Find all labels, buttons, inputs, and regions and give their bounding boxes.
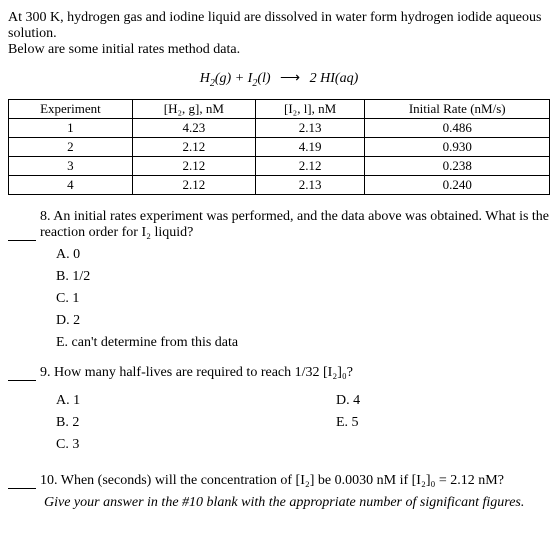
option-c: C. 3: [56, 437, 336, 453]
options-list: A. 0 B. 1/2 C. 1 D. 2 E. can't determine…: [56, 247, 550, 351]
answer-blank[interactable]: [8, 365, 36, 381]
header-rate: Initial Rate (nM/s): [365, 99, 550, 118]
table-row: 3 2.12 2.12 0.238: [9, 156, 550, 175]
table-row: 4 2.12 2.13 0.240: [9, 175, 550, 194]
header-i2: [I₂, l], nM: [255, 99, 365, 118]
question-text: 8. An initial rates experiment was perfo…: [40, 209, 550, 241]
chemical-equation: H2(g) + I2(l) ⟶ 2 HI(aq): [8, 70, 550, 89]
intro-line-1: At 300 K, hydrogen gas and iodine liquid…: [8, 10, 550, 42]
intro-text: At 300 K, hydrogen gas and iodine liquid…: [8, 10, 550, 58]
arrow-icon: ⟶: [280, 71, 300, 86]
question-10: 10. When (seconds) will the concentratio…: [8, 473, 550, 511]
table-row: 1 4.23 2.13 0.486: [9, 118, 550, 137]
question-text: 10. When (seconds) will the concentratio…: [40, 473, 550, 489]
option-c: C. 1: [56, 291, 550, 307]
option-a: A. 1: [56, 393, 336, 409]
data-table: Experiment [H₂, g], nM [I₂, l], nM Initi…: [8, 99, 550, 195]
option-d: D. 2: [56, 313, 550, 329]
option-e: E. can't determine from this data: [56, 335, 550, 351]
options-list: A. 1 B. 2 C. 3 D. 4 E. 5: [56, 387, 550, 459]
intro-line-2: Below are some initial rates method data…: [8, 42, 550, 58]
answer-blank[interactable]: [8, 473, 36, 489]
option-e: E. 5: [336, 415, 550, 431]
question-9: 9. How many half-lives are required to r…: [8, 365, 550, 459]
table-header-row: Experiment [H₂, g], nM [I₂, l], nM Initi…: [9, 99, 550, 118]
option-a: A. 0: [56, 247, 550, 263]
option-d: D. 4: [336, 393, 550, 409]
table-row: 2 2.12 4.19 0.930: [9, 137, 550, 156]
answer-blank[interactable]: [8, 209, 36, 241]
option-b: B. 2: [56, 415, 336, 431]
instruction-note: Give your answer in the #10 blank with t…: [44, 495, 550, 511]
question-text: 9. How many half-lives are required to r…: [40, 365, 550, 381]
question-8: 8. An initial rates experiment was perfo…: [8, 209, 550, 351]
header-h2: [H₂, g], nM: [132, 99, 255, 118]
option-b: B. 1/2: [56, 269, 550, 285]
header-experiment: Experiment: [9, 99, 133, 118]
